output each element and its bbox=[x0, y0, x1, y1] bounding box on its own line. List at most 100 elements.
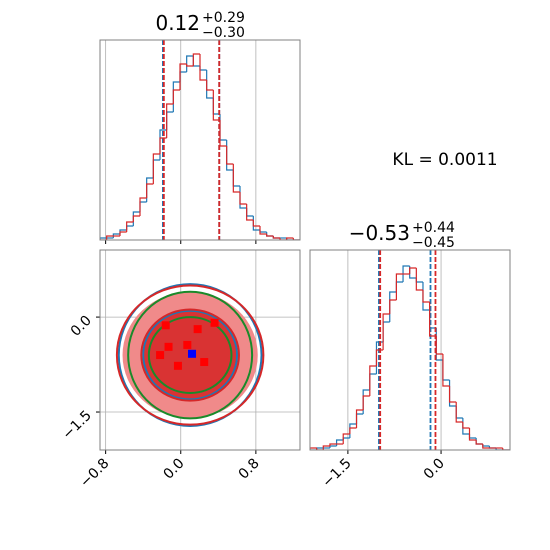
histogram-step bbox=[389, 291, 397, 322]
histogram-step bbox=[310, 447, 317, 450]
histogram-step bbox=[212, 90, 220, 121]
contour-line bbox=[115, 284, 265, 426]
histogram-step bbox=[259, 230, 267, 233]
sample-point bbox=[188, 349, 197, 358]
histogram-step bbox=[495, 448, 503, 450]
histogram-step bbox=[468, 434, 477, 439]
panel-title-upper: +0.44 bbox=[412, 220, 455, 236]
histogram-step bbox=[152, 159, 160, 178]
histogram-step bbox=[482, 444, 490, 447]
histogram-step bbox=[226, 140, 234, 171]
histogram-step bbox=[316, 448, 324, 450]
histogram-step bbox=[139, 197, 147, 216]
contour-line bbox=[127, 290, 254, 420]
histogram-step bbox=[395, 273, 404, 300]
histogram-step bbox=[395, 281, 404, 292]
histogram-step bbox=[455, 402, 463, 423]
panel-title: −0.53 bbox=[349, 221, 410, 245]
histogram-step bbox=[342, 433, 350, 444]
histogram-step bbox=[172, 89, 180, 104]
histogram-step bbox=[100, 237, 107, 240]
panel-title: 0.12 bbox=[155, 11, 200, 35]
histogram-step bbox=[166, 111, 174, 130]
histogram-step bbox=[126, 221, 134, 232]
sample-point bbox=[210, 318, 219, 327]
histogram-step bbox=[246, 204, 254, 221]
histogram-step bbox=[139, 201, 147, 212]
histogram-step bbox=[219, 114, 227, 141]
histogram-step bbox=[322, 445, 330, 450]
histogram-step bbox=[152, 153, 160, 184]
histogram-step bbox=[475, 438, 483, 445]
sample-point bbox=[156, 351, 165, 360]
kl-annotation: KL = 0.0011 bbox=[392, 150, 497, 170]
panel bbox=[100, 250, 300, 450]
histogram-step bbox=[462, 422, 470, 429]
histogram-step bbox=[132, 215, 140, 222]
histogram-step bbox=[186, 64, 194, 67]
histogram-step bbox=[199, 54, 207, 81]
histogram-step bbox=[259, 226, 267, 235]
histogram-step bbox=[246, 208, 254, 217]
histogram-step bbox=[369, 373, 377, 390]
histogram-step bbox=[206, 70, 214, 99]
histogram-step bbox=[349, 423, 357, 438]
contour-line bbox=[140, 308, 240, 402]
histogram-step bbox=[279, 238, 287, 240]
contour-line bbox=[142, 309, 239, 401]
histogram-step bbox=[119, 231, 127, 236]
histogram-step bbox=[422, 290, 430, 303]
histogram-step bbox=[226, 146, 234, 165]
histogram-step bbox=[252, 220, 260, 227]
histogram-step bbox=[126, 225, 134, 230]
histogram-step bbox=[146, 183, 154, 198]
histogram-step bbox=[179, 63, 187, 90]
histogram-step bbox=[448, 386, 457, 403]
histogram-step bbox=[232, 170, 240, 187]
histogram-step bbox=[362, 389, 370, 414]
sample-point bbox=[161, 321, 170, 330]
panel-frame bbox=[309, 249, 511, 451]
panel bbox=[100, 40, 300, 240]
y-tick-label: −1.5 bbox=[59, 408, 94, 443]
histogram-step bbox=[252, 216, 260, 231]
histogram-step bbox=[389, 299, 397, 314]
x-tick-label: −1.5 bbox=[319, 456, 354, 491]
histogram-step bbox=[355, 413, 364, 424]
histogram-step bbox=[502, 448, 510, 450]
histogram-step bbox=[422, 282, 430, 311]
histogram-step bbox=[292, 238, 300, 240]
histogram-step bbox=[106, 235, 114, 240]
histogram-step bbox=[442, 354, 450, 387]
histogram-step bbox=[415, 278, 423, 283]
sample-point bbox=[173, 361, 182, 370]
histogram-step bbox=[415, 268, 423, 291]
histogram-step bbox=[329, 443, 337, 446]
histogram-step bbox=[402, 265, 410, 282]
sample-point bbox=[200, 358, 209, 367]
histogram-step bbox=[369, 365, 377, 396]
histogram-step bbox=[455, 406, 463, 419]
histogram-step bbox=[382, 313, 390, 350]
sample-point bbox=[183, 340, 192, 349]
histogram-step bbox=[192, 56, 200, 67]
panel-title-lower: −0.30 bbox=[202, 25, 245, 41]
histogram-step bbox=[199, 66, 207, 71]
histogram-step bbox=[475, 440, 483, 445]
x-tick-label: 0.0 bbox=[161, 456, 188, 483]
panel-frame bbox=[99, 39, 301, 241]
panel-title-upper: +0.29 bbox=[202, 10, 245, 26]
histogram-step bbox=[232, 164, 240, 193]
histogram-step bbox=[172, 81, 180, 112]
histogram-step bbox=[468, 428, 477, 441]
histogram-step bbox=[349, 427, 357, 434]
histogram-step bbox=[355, 409, 364, 428]
histogram-step bbox=[435, 328, 443, 361]
histogram-step bbox=[146, 177, 154, 202]
panel-title-lower: −0.45 bbox=[412, 235, 455, 251]
x-tick-label: 0.8 bbox=[236, 456, 263, 483]
sample-point bbox=[193, 325, 202, 334]
histogram-step bbox=[186, 55, 194, 72]
histogram-step bbox=[206, 80, 214, 91]
histogram-step bbox=[382, 321, 390, 342]
